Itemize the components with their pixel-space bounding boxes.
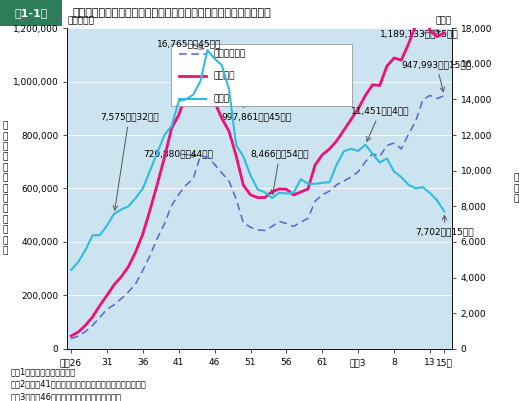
Text: 11,451人（4年）: 11,451人（4年） [351,107,409,141]
FancyBboxPatch shape [171,44,352,106]
FancyBboxPatch shape [0,0,62,26]
Text: 死傷者数: 死傷者数 [213,72,235,81]
Text: 7,575人（32年）: 7,575人（32年） [100,113,158,210]
Text: 2　昭和41年以降の件数には，物損事故を含まない。: 2 昭和41年以降の件数には，物損事故を含まない。 [10,380,146,389]
Text: 1,189,133人（15年）: 1,189,133人（15年） [380,29,458,38]
Text: 交
通
事
故
発
生
件
数
・
死
傷
者
数: 交 通 事 故 発 生 件 数 ・ 死 傷 者 数 [3,122,8,255]
Text: 720,880件（44年）: 720,880件（44年） [143,150,213,158]
Text: 第1-1図: 第1-1図 [15,8,48,18]
Text: 死者数: 死者数 [213,94,229,103]
Text: （人）: （人） [435,16,452,25]
Text: 道路交通事故による交通事故発生件数，死傷者数及び死者数の推移: 道路交通事故による交通事故発生件数，死傷者数及び死者数の推移 [73,8,271,18]
Text: 947,993件（15年）: 947,993件（15年） [401,60,471,92]
Text: 注　1　警察庁資料による。: 注 1 警察庁資料による。 [10,367,76,376]
Text: 7,702人（15年）: 7,702人（15年） [416,215,474,237]
Text: 事故発生件数: 事故発生件数 [213,49,245,58]
Text: 16,765人（45年）: 16,765人（45年） [157,39,222,49]
Text: 3　昭和46年までは，沖縄県を含まない。: 3 昭和46年までは，沖縄県を含まない。 [10,393,121,401]
Text: （人，件）: （人，件） [67,16,94,25]
Text: 997,861人（45年）: 997,861人（45年） [211,84,292,121]
Text: 8,466人（54年）: 8,466人（54年） [251,150,309,194]
Text: 死
者
数: 死 者 数 [514,174,519,203]
